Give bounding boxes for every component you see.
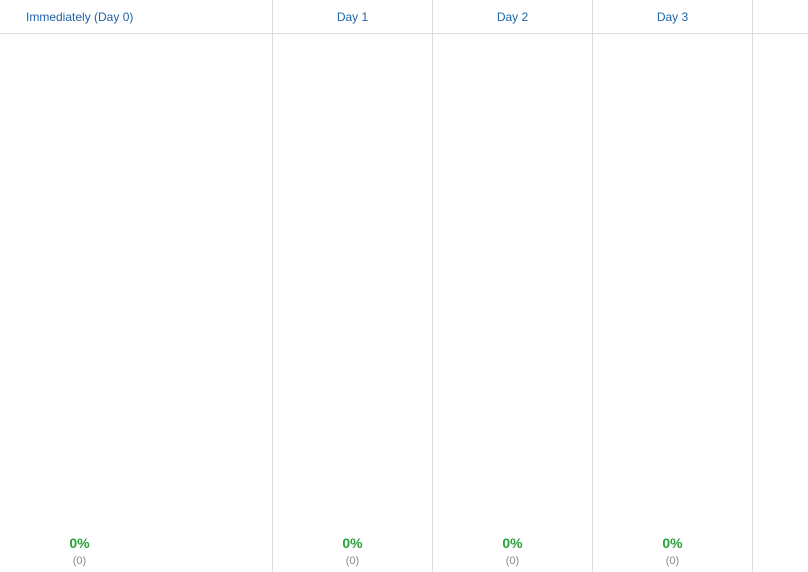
column-header: Day 1 bbox=[273, 0, 432, 34]
column-header-label-day-1[interactable]: Day 1 bbox=[336, 10, 369, 24]
percent-value: 0% bbox=[69, 535, 90, 551]
column-stat: 0% (0) bbox=[593, 535, 752, 568]
column-header bbox=[753, 0, 808, 34]
count-value: (0) bbox=[345, 555, 360, 567]
column-header-label-day-3[interactable]: Day 3 bbox=[656, 10, 689, 24]
count-value: (0) bbox=[72, 555, 87, 567]
count-value: (0) bbox=[665, 555, 680, 567]
column-day-2: Day 2 0% (0) bbox=[433, 0, 593, 572]
column-day-3: Day 3 0% (0) bbox=[593, 0, 753, 572]
column-header: Immediately (Day 0) bbox=[0, 0, 272, 34]
column-header-label-day-0[interactable]: Immediately (Day 0) bbox=[26, 10, 134, 24]
percent-value: 0% bbox=[502, 535, 523, 551]
column-header: Day 2 bbox=[433, 0, 592, 34]
column-day-1: Day 1 0% (0) bbox=[273, 0, 433, 572]
column-header: Day 3 bbox=[593, 0, 752, 34]
column-stat: 0% (0) bbox=[433, 535, 592, 568]
column-header-label-day-2[interactable]: Day 2 bbox=[496, 10, 529, 24]
percent-value: 0% bbox=[342, 535, 363, 551]
column-partial bbox=[753, 0, 808, 572]
count-value: (0) bbox=[505, 555, 520, 567]
column-stat: 0% (0) bbox=[273, 535, 432, 568]
column-day-0: Immediately (Day 0) 0% (0) bbox=[0, 0, 273, 572]
column-stat: 0% (0) bbox=[0, 535, 159, 568]
percent-value: 0% bbox=[662, 535, 683, 551]
